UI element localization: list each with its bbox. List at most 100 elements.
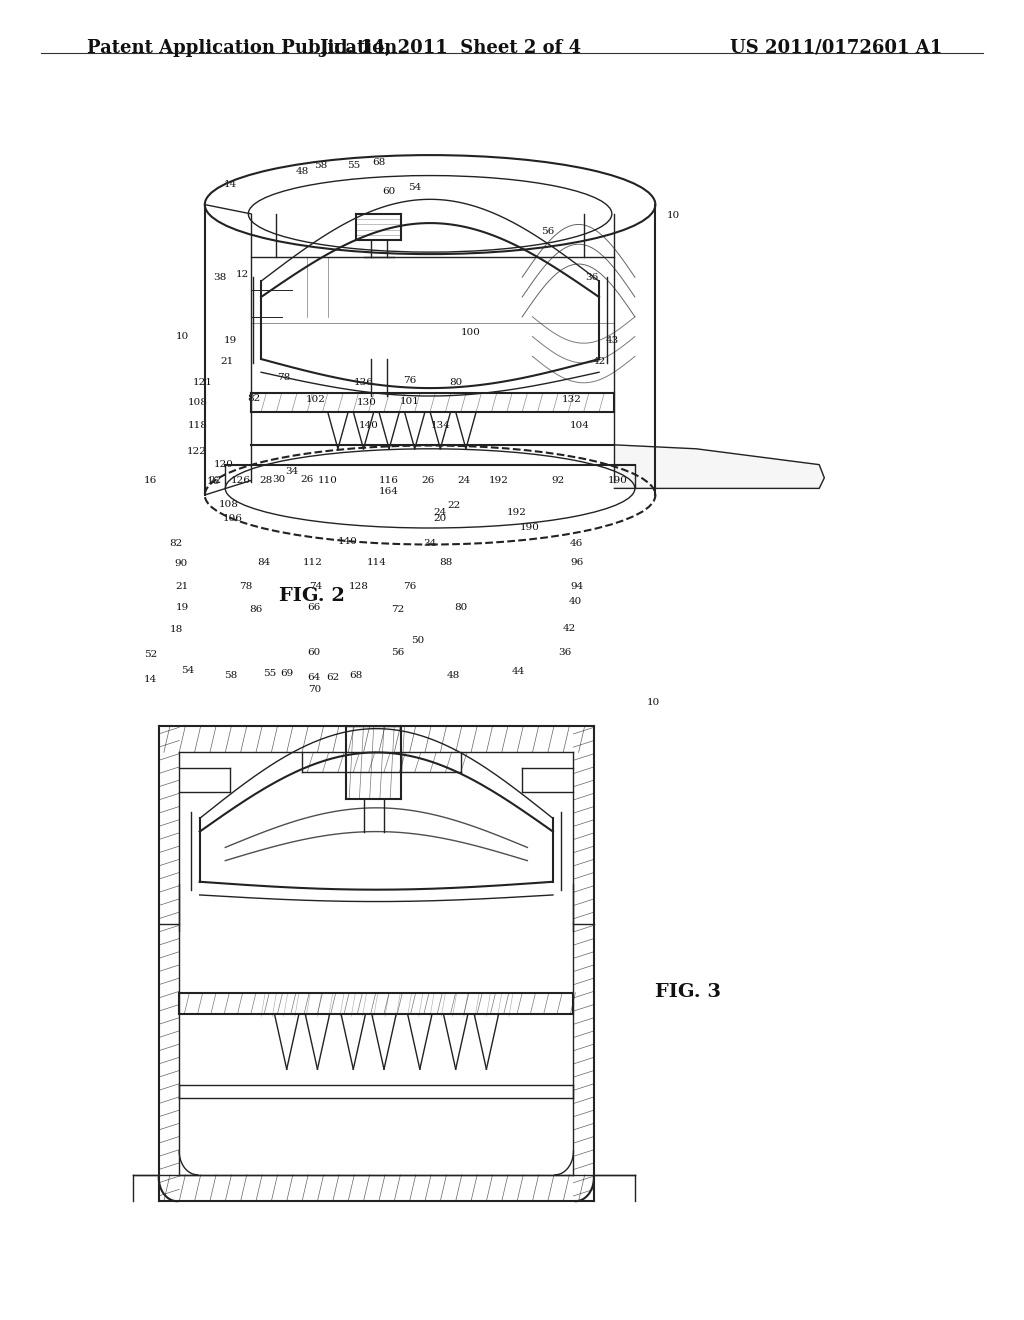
Text: 48: 48 xyxy=(447,672,460,680)
Text: 34: 34 xyxy=(424,540,436,548)
Text: 66: 66 xyxy=(308,603,321,611)
Text: 94: 94 xyxy=(570,582,583,590)
Text: 28: 28 xyxy=(260,477,272,484)
Text: 14: 14 xyxy=(144,676,157,684)
Text: 90: 90 xyxy=(175,560,187,568)
Text: 76: 76 xyxy=(403,582,416,590)
Text: 190: 190 xyxy=(519,524,540,532)
Text: 68: 68 xyxy=(373,158,385,166)
Text: Patent Application Publication: Patent Application Publication xyxy=(87,38,397,57)
Text: 58: 58 xyxy=(224,672,237,680)
Text: 30: 30 xyxy=(272,475,285,483)
Text: 74: 74 xyxy=(309,582,322,590)
Text: 86: 86 xyxy=(250,606,262,614)
Text: 48: 48 xyxy=(296,168,308,176)
Text: 21: 21 xyxy=(176,582,188,590)
Text: 100: 100 xyxy=(461,329,481,337)
Text: 84: 84 xyxy=(258,558,270,566)
Text: 14: 14 xyxy=(224,181,237,189)
Text: 10: 10 xyxy=(176,333,188,341)
Text: 104: 104 xyxy=(569,421,590,429)
Text: 46: 46 xyxy=(570,540,583,548)
Text: 22: 22 xyxy=(209,477,221,484)
Text: 56: 56 xyxy=(542,227,554,235)
Text: 192: 192 xyxy=(488,477,509,484)
Text: 134: 134 xyxy=(430,421,451,429)
Text: 190: 190 xyxy=(607,477,628,484)
Text: 62: 62 xyxy=(327,673,339,681)
Text: 108: 108 xyxy=(187,399,208,407)
Text: 21: 21 xyxy=(221,358,233,366)
Text: 128: 128 xyxy=(348,582,369,590)
Text: 130: 130 xyxy=(356,399,377,407)
Text: FIG. 3: FIG. 3 xyxy=(655,983,721,1002)
Text: 24: 24 xyxy=(434,508,446,516)
Text: 42: 42 xyxy=(563,624,575,632)
Text: 126: 126 xyxy=(230,477,251,484)
Text: 140: 140 xyxy=(338,537,358,545)
Text: 55: 55 xyxy=(263,669,275,677)
Text: 54: 54 xyxy=(181,667,194,675)
Text: 112: 112 xyxy=(302,558,323,566)
Text: 20: 20 xyxy=(434,515,446,523)
Text: 34: 34 xyxy=(286,467,298,475)
Text: 43: 43 xyxy=(606,337,618,345)
Text: 106: 106 xyxy=(222,515,243,523)
Text: 40: 40 xyxy=(569,598,582,606)
Text: 50: 50 xyxy=(412,636,424,644)
Text: 122: 122 xyxy=(186,447,207,455)
Text: 80: 80 xyxy=(455,603,467,611)
Text: 19: 19 xyxy=(176,603,188,611)
Text: 60: 60 xyxy=(308,648,321,656)
Text: US 2011/0172601 A1: US 2011/0172601 A1 xyxy=(730,38,942,57)
Text: 38: 38 xyxy=(214,273,226,281)
Text: 120: 120 xyxy=(213,461,233,469)
Text: 192: 192 xyxy=(507,508,527,516)
Text: 78: 78 xyxy=(278,374,290,381)
Text: 116: 116 xyxy=(379,477,399,484)
Text: 52: 52 xyxy=(144,651,157,659)
Text: 24: 24 xyxy=(458,477,470,484)
Text: 69: 69 xyxy=(281,669,293,677)
Text: 110: 110 xyxy=(317,477,338,484)
Text: 22: 22 xyxy=(447,502,460,510)
Text: 42: 42 xyxy=(593,358,605,366)
Text: 56: 56 xyxy=(391,648,403,656)
Text: 118: 118 xyxy=(187,421,208,429)
Text: 12: 12 xyxy=(237,271,249,279)
Text: 140: 140 xyxy=(358,421,379,429)
Text: 10: 10 xyxy=(668,211,680,219)
Text: 78: 78 xyxy=(240,582,252,590)
Text: 114: 114 xyxy=(367,558,387,566)
Text: 72: 72 xyxy=(391,606,403,614)
Text: 58: 58 xyxy=(314,161,327,169)
Text: 10: 10 xyxy=(647,698,659,706)
Text: 19: 19 xyxy=(224,337,237,345)
Text: 121: 121 xyxy=(193,379,213,387)
Text: 164: 164 xyxy=(379,487,399,495)
Text: 136: 136 xyxy=(353,379,374,387)
Text: 82: 82 xyxy=(248,395,260,403)
Text: FIG. 2: FIG. 2 xyxy=(280,587,345,606)
Text: 44: 44 xyxy=(512,668,524,676)
Text: 36: 36 xyxy=(586,273,598,281)
Text: 88: 88 xyxy=(439,558,452,566)
Text: 92: 92 xyxy=(552,477,564,484)
Text: 26: 26 xyxy=(301,475,313,483)
Text: 26: 26 xyxy=(422,477,434,484)
Text: 70: 70 xyxy=(308,685,321,693)
Text: 36: 36 xyxy=(559,648,571,656)
Text: 108: 108 xyxy=(218,500,239,508)
Text: 76: 76 xyxy=(403,376,416,384)
Text: 54: 54 xyxy=(409,183,421,191)
Text: 132: 132 xyxy=(561,396,582,404)
Text: 18: 18 xyxy=(170,626,182,634)
Text: 16: 16 xyxy=(144,477,157,484)
Text: 60: 60 xyxy=(383,187,395,195)
Text: 16: 16 xyxy=(207,478,219,486)
Text: 64: 64 xyxy=(308,673,321,681)
Text: 102: 102 xyxy=(305,396,326,404)
Polygon shape xyxy=(614,445,824,488)
Text: 82: 82 xyxy=(170,540,182,548)
Text: 96: 96 xyxy=(570,558,583,566)
